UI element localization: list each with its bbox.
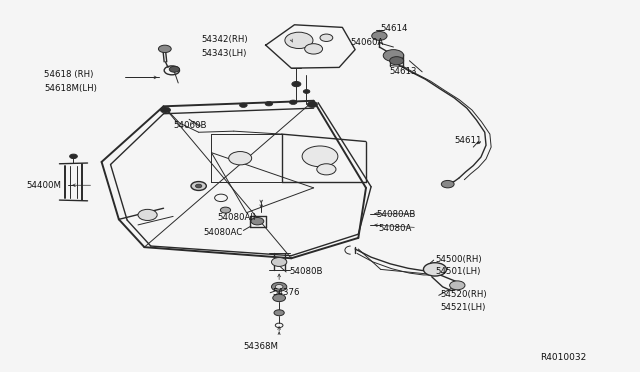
Text: 54400M: 54400M <box>26 181 61 190</box>
Circle shape <box>289 100 297 105</box>
Text: 54618M(LH): 54618M(LH) <box>44 84 97 93</box>
Circle shape <box>305 44 323 54</box>
Circle shape <box>383 49 404 61</box>
Circle shape <box>161 107 171 113</box>
Circle shape <box>390 57 404 65</box>
Circle shape <box>442 180 454 188</box>
Circle shape <box>424 263 447 276</box>
Circle shape <box>275 285 283 289</box>
Circle shape <box>271 257 287 266</box>
Text: 54521(LH): 54521(LH) <box>440 303 485 312</box>
Circle shape <box>285 32 313 48</box>
Circle shape <box>70 154 77 158</box>
Circle shape <box>292 81 301 87</box>
Circle shape <box>303 90 310 93</box>
Text: 54343(LH): 54343(LH) <box>202 49 247 58</box>
Text: 54060B: 54060B <box>173 122 207 131</box>
Text: 54342(RH): 54342(RH) <box>202 35 248 44</box>
Circle shape <box>220 207 230 213</box>
Circle shape <box>372 32 387 40</box>
Text: 54520(RH): 54520(RH) <box>440 290 486 299</box>
Circle shape <box>317 164 336 175</box>
Circle shape <box>228 151 252 165</box>
Text: 54376: 54376 <box>272 288 300 297</box>
Circle shape <box>302 146 338 167</box>
Text: 54080AB: 54080AB <box>376 211 415 219</box>
Text: 54611: 54611 <box>454 136 482 145</box>
Text: 54613: 54613 <box>389 67 417 76</box>
Text: 54501(LH): 54501(LH) <box>435 267 481 276</box>
Circle shape <box>265 102 273 106</box>
Circle shape <box>170 66 179 72</box>
Circle shape <box>191 182 206 190</box>
Circle shape <box>273 294 285 302</box>
Text: 54060A: 54060A <box>351 38 384 47</box>
Circle shape <box>450 281 465 290</box>
Text: 54080AC: 54080AC <box>204 228 243 237</box>
Text: 54614: 54614 <box>381 24 408 33</box>
Circle shape <box>159 45 172 52</box>
Circle shape <box>274 310 284 316</box>
Text: 54080B: 54080B <box>289 267 323 276</box>
Text: 54368M: 54368M <box>243 341 278 350</box>
Circle shape <box>138 209 157 221</box>
Text: 54080AII: 54080AII <box>218 213 256 222</box>
Circle shape <box>320 34 333 41</box>
Circle shape <box>251 218 264 225</box>
Circle shape <box>239 103 247 108</box>
Circle shape <box>271 282 287 291</box>
Circle shape <box>307 102 317 108</box>
Text: 54080A: 54080A <box>379 224 412 233</box>
Text: 54618 (RH): 54618 (RH) <box>44 70 93 79</box>
Text: R4010032: R4010032 <box>540 353 587 362</box>
Circle shape <box>195 184 202 188</box>
Text: 54500(RH): 54500(RH) <box>435 255 481 264</box>
